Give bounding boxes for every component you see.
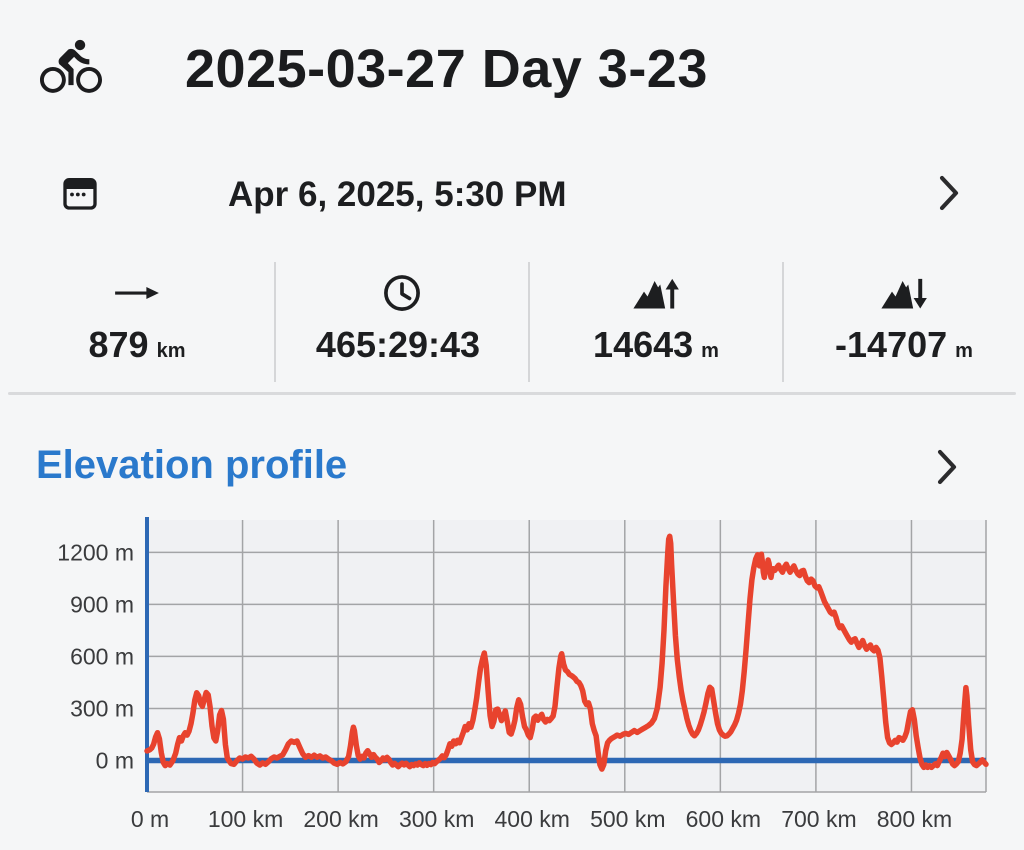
clock-icon	[381, 270, 423, 316]
distance-value: 879	[88, 324, 149, 365]
section-divider	[8, 392, 1016, 395]
x-tick-label: 0 m	[131, 806, 169, 832]
elevation-profile-title[interactable]: Elevation profile	[36, 443, 348, 487]
x-tick-label: 700 km	[781, 806, 856, 832]
chevron-right-icon[interactable]	[936, 448, 958, 486]
ascent-unit: m	[701, 340, 719, 362]
date-time-value[interactable]: Apr 6, 2025, 5:30 PM	[228, 175, 567, 214]
page-title: 2025-03-27 Day 3-23	[185, 39, 708, 99]
y-tick-label: 0 m	[96, 747, 134, 773]
descent-unit: m	[955, 340, 973, 362]
duration-value: 465:29:43	[315, 324, 481, 365]
elevation-chart[interactable]: 0 m 300 m 600 m 900 m 1200 m 0 m 100 km 200 km 3…	[0, 505, 1024, 850]
x-tick-label: 800 km	[877, 806, 952, 832]
y-tick-label: 600 m	[70, 643, 134, 669]
elevation-line	[144, 533, 989, 772]
stat-distance: 879 km	[0, 262, 274, 382]
x-tick-label: 100 km	[208, 806, 283, 832]
chevron-right-icon[interactable]	[938, 174, 960, 212]
x-tick-label: 500 km	[590, 806, 665, 832]
stat-ascent: 14643 m	[528, 262, 782, 382]
y-tick-label: 900 m	[70, 591, 134, 617]
distance-unit: km	[156, 340, 186, 362]
ascent-value: 14643	[593, 324, 694, 365]
ascent-icon	[632, 270, 680, 316]
x-tick-label: 200 km	[303, 806, 378, 832]
y-tick-label: 1200 m	[57, 539, 134, 565]
stat-duration: 465:29:43	[274, 262, 528, 382]
descent-icon	[880, 270, 928, 316]
x-tick-label: 300 km	[399, 806, 474, 832]
calendar-icon	[63, 178, 97, 210]
arrow-right-icon	[112, 270, 162, 316]
x-tick-label: 600 km	[686, 806, 761, 832]
cyclist-icon	[40, 39, 102, 93]
trip-stats-row: 879 km 465:29:43 14643 m	[0, 262, 1024, 382]
descent-value: -14707	[835, 324, 948, 365]
x-tick-label: 400 km	[495, 806, 570, 832]
stat-descent: -14707 m	[782, 262, 1024, 382]
y-tick-label: 300 m	[70, 695, 134, 721]
